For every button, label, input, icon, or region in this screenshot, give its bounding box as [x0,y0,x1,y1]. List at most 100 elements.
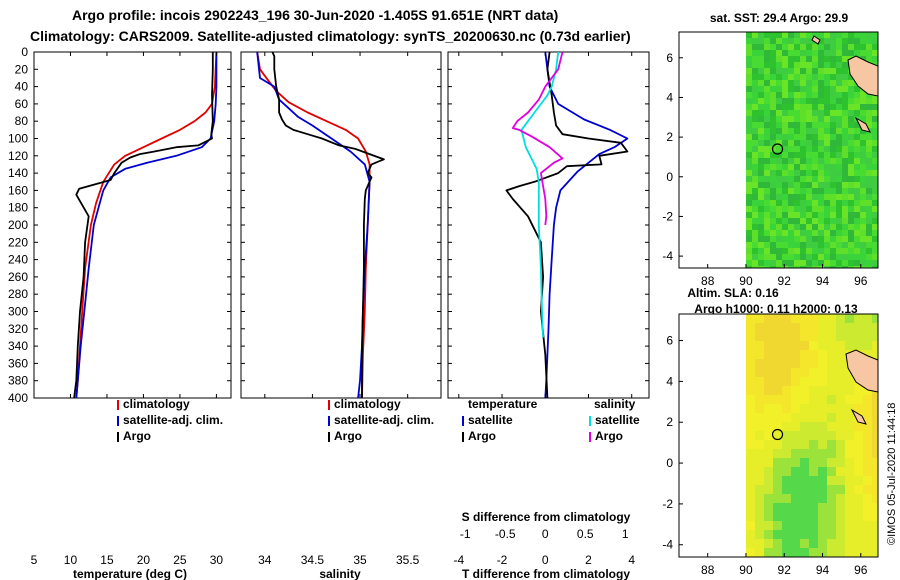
map-cell [806,218,813,225]
map-cell [752,248,759,255]
map-cell [818,395,828,405]
map-cell [872,44,878,51]
map-cell [788,116,795,123]
legend-s-argo-label: Argo [595,429,623,443]
map-cell [773,449,783,459]
map-cell [758,230,765,237]
map-cell [800,503,810,513]
map-cell [824,254,831,261]
map-cell [878,158,885,165]
legend-salinity-title: salinity [594,397,636,411]
map-cell [752,134,759,141]
map-cell [752,128,759,135]
sla-map-frame [678,313,879,558]
s-diff-tick-label: 0.5 [577,527,594,541]
map-cell [836,128,843,135]
map-cell [776,62,783,69]
map-cell [827,314,837,324]
lat-tick-label: -2 [662,497,673,511]
map-cell [746,476,756,486]
map-cell [752,68,759,75]
map-cell [809,503,819,513]
map-cell [746,521,756,531]
map-cell [830,68,837,75]
map-cell [773,368,783,378]
island-shape [811,35,821,45]
map-cell [773,548,783,557]
map-cell [746,422,756,432]
map-cell [824,116,831,123]
lon-tick-label: 92 [778,563,792,577]
map-cell [878,128,885,135]
legend-t-argo-label: Argo [468,429,496,443]
map-cell [818,431,828,441]
map-cell [782,359,792,369]
map-cell [782,323,792,333]
map-cell [836,548,846,557]
map-cell [854,242,861,249]
map-cell [764,467,774,477]
map-cell [866,44,873,51]
map-cell [782,104,789,111]
map-cell [860,260,867,267]
depth-tick-label: 0 [21,45,28,59]
map-cell [776,146,783,153]
map-cell [806,116,813,123]
map-cell [845,395,855,405]
map-cell [848,254,855,261]
map-cell [878,206,885,213]
map-cell [764,323,774,333]
map-cell [836,50,843,57]
map-cell [854,266,861,268]
map-cell [818,341,828,351]
map-cell [812,146,819,153]
map-cell [809,476,819,486]
map-cell [860,254,867,261]
map-cell [848,230,855,237]
map-cell [755,359,765,369]
map-cell [755,314,765,324]
map-cell [812,74,819,81]
map-cell [788,44,795,51]
map-cell [776,260,783,267]
map-cell [824,206,831,213]
map-cell [845,431,855,441]
map-cell [794,110,801,117]
map-cell [842,236,849,243]
depth-tick-label: 400 [8,391,28,405]
map-cell [878,50,885,57]
map-cell [812,62,819,69]
map-cell [782,68,789,75]
lat-tick-label: -4 [662,249,673,263]
map-cell [824,188,831,195]
map-cell [854,104,861,111]
map-cell [842,80,849,87]
map-cell [788,98,795,105]
map-cell [866,242,873,249]
map-cell [758,182,765,189]
map-cell [800,194,807,201]
map-cell [845,521,855,531]
map-cell [824,260,831,267]
map-cell [830,218,837,225]
map-cell [872,140,878,147]
map-cell [854,323,864,333]
map-cell [866,98,873,105]
map-cell [827,539,837,549]
map-cell [794,98,801,105]
map-cell [863,440,873,450]
depth-tick-label: 160 [8,183,28,197]
map-cell [836,485,846,495]
map-cell [818,140,825,147]
map-cell [812,92,819,99]
map-cell [809,413,819,423]
map-cell [764,212,771,219]
map-cell [755,341,765,351]
map-cell [770,152,777,159]
map-cell [824,104,831,111]
map-cell [848,242,855,249]
map-cell [773,476,783,486]
map-cell [800,188,807,195]
map-cell [845,323,855,333]
map-cell [800,512,810,522]
